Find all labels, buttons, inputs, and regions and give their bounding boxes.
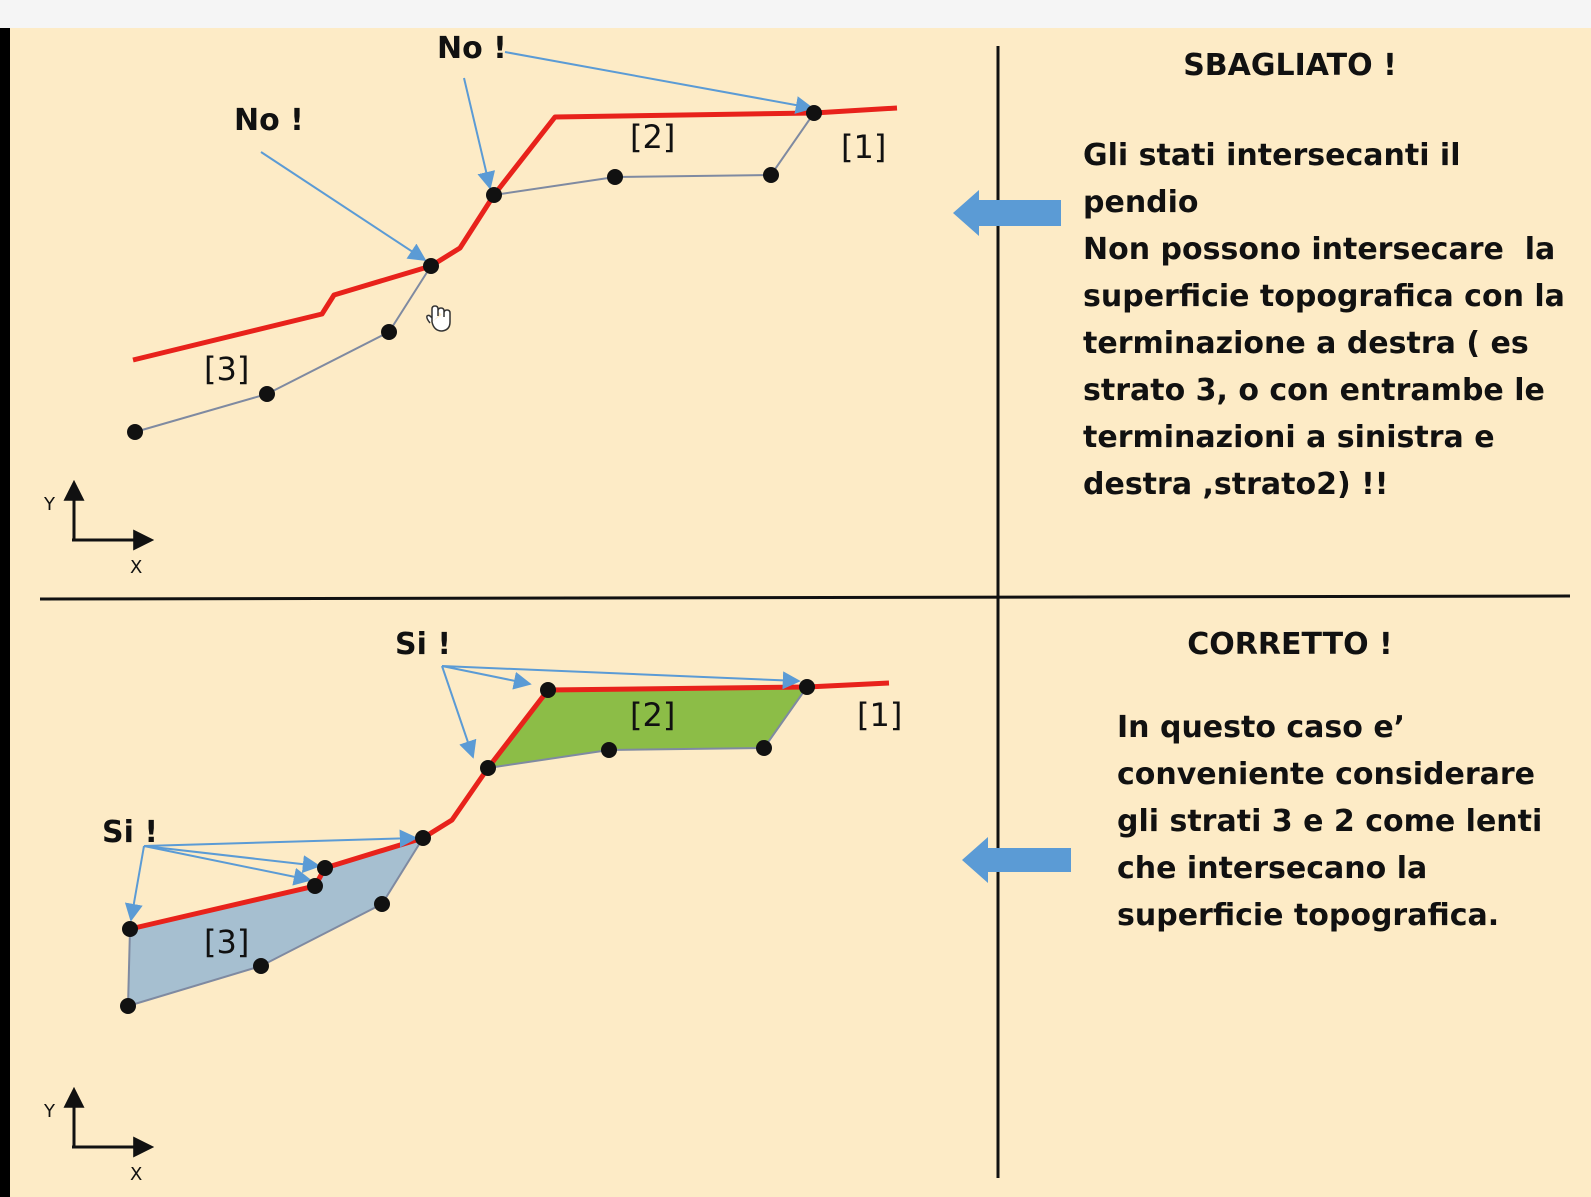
top-explanation: Gli stati intersecanti il pendio Non pos… <box>1083 132 1565 508</box>
top-axis-y-label: Y <box>43 494 56 515</box>
bottom-vertex <box>374 896 390 912</box>
top-vertex <box>381 324 397 340</box>
bottom-vertex <box>540 682 556 698</box>
top-explanation-line: terminazione a destra ( es <box>1083 326 1529 361</box>
top-vertex <box>763 167 779 183</box>
bottom-stratum-label-2: [2] <box>630 696 675 734</box>
top-explanation-line: Gli stati intersecanti il <box>1083 138 1461 173</box>
horizontal-divider <box>39 594 1571 601</box>
slide-left-edge <box>0 28 10 1197</box>
bottom-vertex <box>756 740 772 756</box>
bottom-pointer-arrow <box>143 845 312 886</box>
top-stratum-2-boundary <box>493 112 815 196</box>
top-topographic-surface <box>132 105 898 363</box>
top-vertex <box>259 386 275 402</box>
top-vertex <box>806 105 822 121</box>
top-explanation-line: destra ,strato2) !! <box>1083 467 1389 502</box>
top-stratum-label-2: [2] <box>630 118 675 156</box>
top-vertex <box>607 169 623 185</box>
bottom-axis-y-label: Y <box>43 1101 56 1122</box>
bottom-pointer-arrow <box>124 845 145 922</box>
top-stratum-label-3: [3] <box>204 350 249 388</box>
hand-cursor-icon <box>426 305 451 332</box>
top-pointer-arrow <box>260 151 427 261</box>
top-panel-diagram: No ! No ! [1] [2] [3] Y X <box>43 31 898 578</box>
bottom-explanation-line: In questo caso e’ <box>1117 710 1406 745</box>
bottom-pointer-arrow <box>143 845 321 874</box>
bottom-vertex <box>122 921 138 937</box>
bottom-pointer-arrow <box>143 829 418 848</box>
bottom-pointer-arrow <box>441 665 532 690</box>
bottom-vertex <box>317 860 333 876</box>
top-vertex <box>423 258 439 274</box>
top-stratum-label-1: [1] <box>841 128 886 166</box>
bottom-stratum-label-1: [1] <box>857 696 902 734</box>
bottom-explanation: In questo caso e’ conveniente considerar… <box>1117 704 1542 939</box>
bottom-explanation-line: gli strati 3 e 2 come lenti <box>1117 804 1543 839</box>
top-block-arrow <box>953 190 1061 236</box>
top-heading: SBAGLIATO ! <box>1183 48 1397 83</box>
top-callout-2: No ! <box>234 103 304 138</box>
bottom-block-arrow <box>962 837 1071 883</box>
bottom-callout-2: Si ! <box>102 815 158 850</box>
top-explanation-line: strato 3, o con entrambe le <box>1083 373 1545 408</box>
bottom-explanation-line: superficie topografica. <box>1117 898 1500 933</box>
bottom-callout-1: Si ! <box>395 627 451 662</box>
top-pointer-arrow <box>463 77 496 190</box>
top-axis-x-label: X <box>130 557 142 578</box>
top-callout-1: No ! <box>437 31 507 66</box>
bottom-vertex <box>799 679 815 695</box>
bottom-heading: CORRETTO ! <box>1187 627 1393 662</box>
bottom-axes: Y X <box>43 1086 155 1185</box>
top-explanation-line: Non possono intersecare la <box>1083 232 1556 267</box>
bottom-vertex <box>307 878 323 894</box>
top-vertex <box>486 187 502 203</box>
bottom-pointer-arrow <box>441 665 477 759</box>
top-explanation-line: terminazioni a sinistra e <box>1083 420 1495 455</box>
bottom-axis-x-label: X <box>130 1164 142 1185</box>
bottom-vertex <box>415 830 431 846</box>
bottom-stratum-label-3: [3] <box>204 923 249 961</box>
top-stratum-3-boundary <box>134 265 432 433</box>
bottom-vertex <box>601 742 617 758</box>
bottom-explanation-line: conveniente considerare <box>1117 757 1536 792</box>
top-vertex <box>127 424 143 440</box>
bottom-explanation-line: che intersecano la <box>1117 851 1428 886</box>
bottom-panel-diagram: Si ! Si ! [1] [2] [3] Y X <box>43 627 902 1185</box>
top-explanation-line: superficie topografica con la <box>1083 279 1565 314</box>
bottom-vertex <box>120 998 136 1014</box>
bottom-vertex <box>480 760 496 776</box>
bottom-pointer-arrow <box>441 665 801 690</box>
top-explanation-line: pendio <box>1083 185 1199 220</box>
bottom-stratum-3-fill <box>126 836 426 1008</box>
slide-background <box>0 28 1591 1197</box>
top-pointer-arrow <box>504 51 814 114</box>
bottom-vertex <box>253 958 269 974</box>
top-axes: Y X <box>43 479 155 578</box>
